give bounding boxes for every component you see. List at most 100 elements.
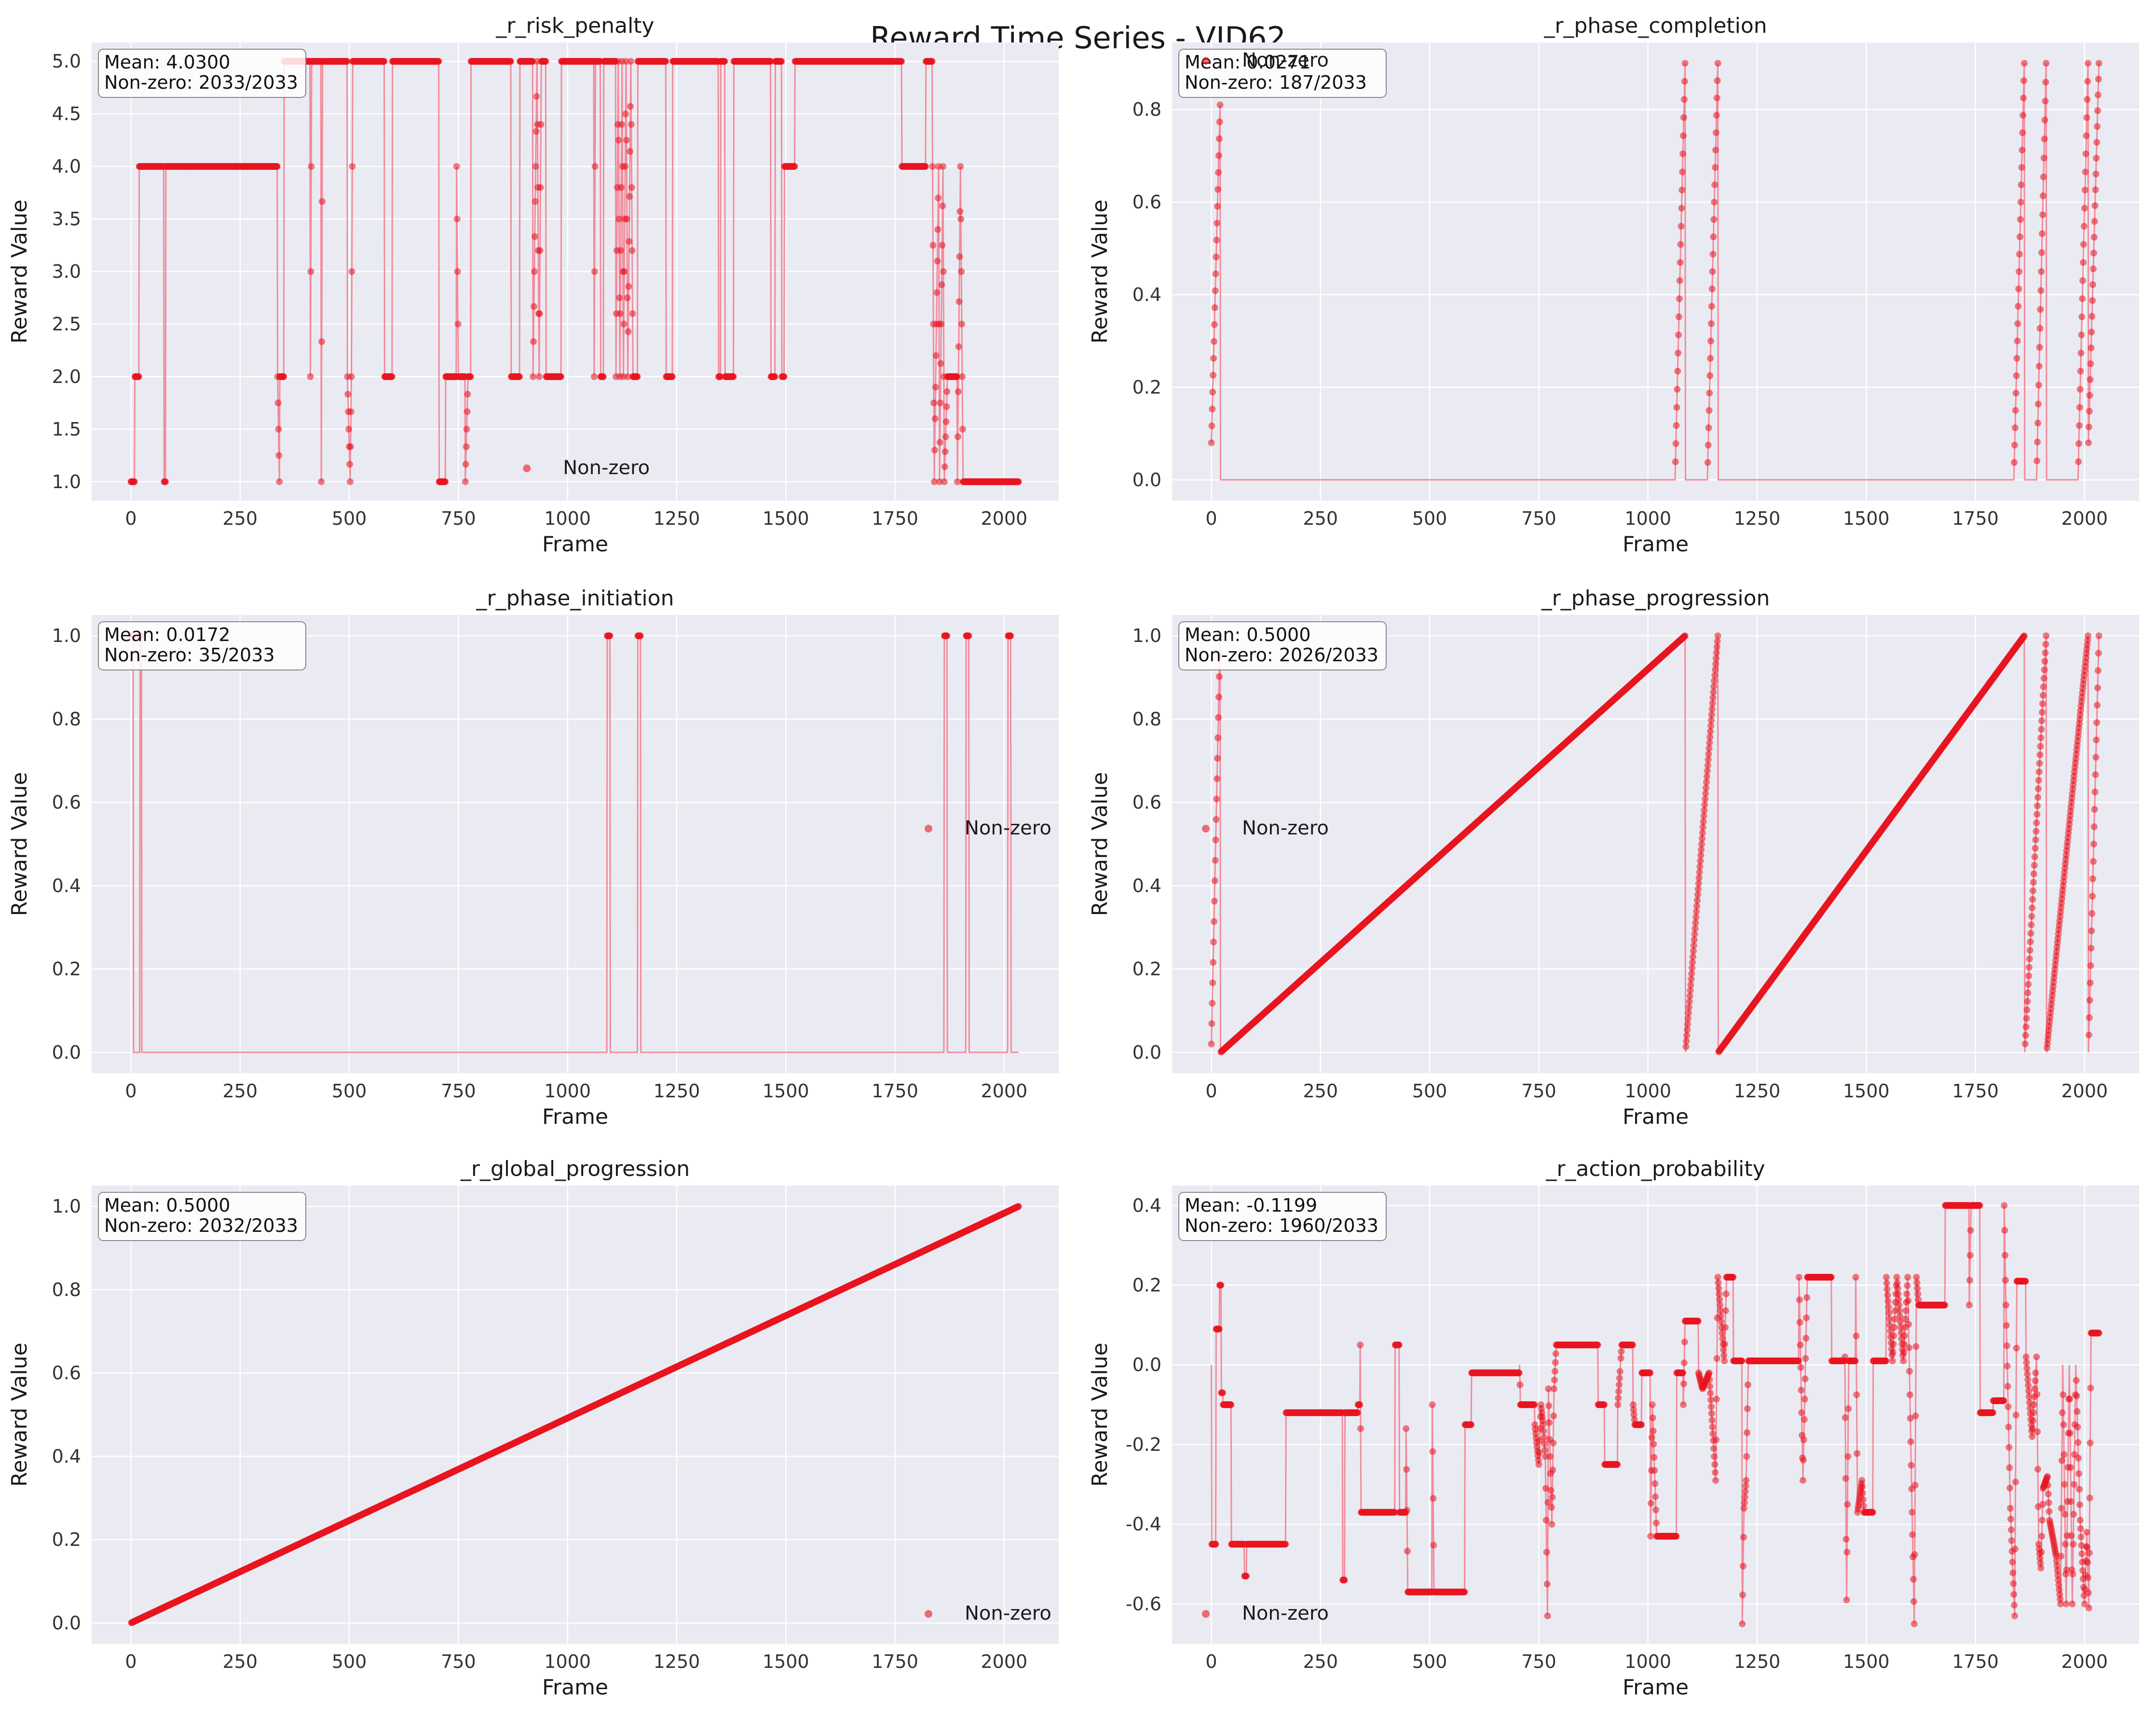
data-point — [778, 58, 785, 65]
stat-nonzero: Non-zero: 35/2033 — [104, 644, 275, 666]
x-tick-label: 1000 — [544, 1080, 591, 1102]
data-point — [626, 238, 633, 245]
data-point — [1677, 241, 1684, 248]
data-point — [2041, 658, 2048, 665]
data-point — [507, 58, 514, 65]
data-point — [2041, 136, 2048, 143]
data-point — [532, 163, 539, 170]
data-point — [2082, 150, 2089, 157]
data-point — [2080, 241, 2087, 248]
data-point — [2092, 170, 2100, 177]
data-point — [2041, 666, 2048, 673]
data-point — [2025, 964, 2033, 971]
data-point — [275, 452, 283, 459]
data-point — [1706, 389, 1713, 396]
data-point — [937, 360, 944, 367]
y-tick-label: 1.0 — [52, 1196, 81, 1217]
data-point — [1709, 251, 1717, 258]
data-point — [2036, 344, 2043, 351]
data-point — [591, 163, 599, 170]
data-point — [1672, 440, 1679, 447]
data-point — [2087, 376, 2094, 383]
y-tick-label: 0.6 — [1133, 792, 1161, 813]
data-point — [2043, 632, 2050, 640]
data-point — [2042, 649, 2049, 656]
y-tick-label: 0.8 — [52, 709, 81, 730]
data-point — [2085, 439, 2092, 447]
data-point — [453, 163, 460, 170]
data-point — [2081, 187, 2088, 193]
data-point — [1711, 181, 1719, 189]
data-point — [2093, 139, 2101, 146]
data-point — [932, 352, 940, 359]
data-point — [535, 373, 543, 380]
data-point — [2075, 440, 2083, 447]
data-point — [941, 463, 948, 470]
legend-marker — [523, 464, 531, 472]
legend-marker — [1202, 57, 1210, 65]
data-point — [2038, 268, 2045, 275]
data-point — [622, 163, 629, 170]
data-point — [462, 461, 469, 468]
data-point — [2040, 675, 2047, 682]
data-point — [2017, 199, 2024, 206]
data-point — [2090, 858, 2097, 865]
data-point — [2032, 836, 2039, 844]
data-point — [2093, 737, 2100, 744]
data-point — [637, 632, 644, 640]
data-point — [2035, 768, 2043, 776]
data-point — [2090, 841, 2097, 847]
data-point — [1208, 423, 1215, 429]
data-point — [2095, 632, 2102, 640]
data-point — [2030, 870, 2037, 877]
data-point — [347, 408, 355, 415]
data-point — [2086, 408, 2093, 415]
legend-label: Non-zero — [1242, 817, 1329, 839]
data-point — [2090, 265, 2097, 273]
stat-nonzero: Non-zero: 2033/2033 — [104, 72, 298, 93]
data-point — [1710, 216, 1718, 223]
data-point — [1209, 389, 1216, 396]
data-point — [2094, 107, 2101, 114]
y-tick-label: 1.0 — [52, 471, 81, 492]
data-point — [1712, 164, 1719, 171]
x-tick-label: 750 — [441, 1651, 476, 1672]
data-point — [1679, 168, 1686, 176]
data-point — [938, 281, 945, 288]
data-point — [2090, 249, 2097, 257]
data-point — [532, 198, 539, 205]
data-point — [730, 373, 737, 380]
data-point — [2036, 751, 2044, 758]
data-point — [542, 58, 549, 65]
data-point — [558, 373, 565, 380]
data-point — [941, 478, 948, 485]
data-point — [959, 425, 966, 433]
x-tick-label: 500 — [332, 508, 367, 529]
data-point — [536, 247, 544, 254]
data-point — [1212, 857, 1219, 864]
x-tick-label: 1500 — [763, 1080, 809, 1102]
data-point — [2037, 306, 2044, 313]
y-tick-label: 0.8 — [52, 1279, 81, 1300]
x-tick-label: 1250 — [654, 1080, 700, 1102]
data-point — [2086, 997, 2093, 1004]
data-point — [1707, 337, 1714, 344]
data-point — [1708, 286, 1716, 292]
data-point — [2079, 277, 2087, 284]
data-point — [1705, 441, 1712, 449]
data-point — [2042, 79, 2049, 86]
data-point — [2021, 1040, 2029, 1048]
data-point — [1707, 355, 1714, 362]
x-tick-label: 0 — [1205, 508, 1217, 529]
data-point — [2093, 154, 2100, 162]
y-tick-label: 0.8 — [1133, 99, 1161, 120]
data-point — [1210, 355, 1217, 362]
data-point — [1214, 203, 1221, 210]
data-point — [1216, 101, 1224, 109]
data-point — [2038, 249, 2046, 256]
data-point — [626, 193, 633, 200]
data-point — [2089, 875, 2096, 882]
data-point — [2012, 407, 2019, 414]
data-point — [771, 373, 778, 380]
data-point — [1711, 199, 1718, 206]
